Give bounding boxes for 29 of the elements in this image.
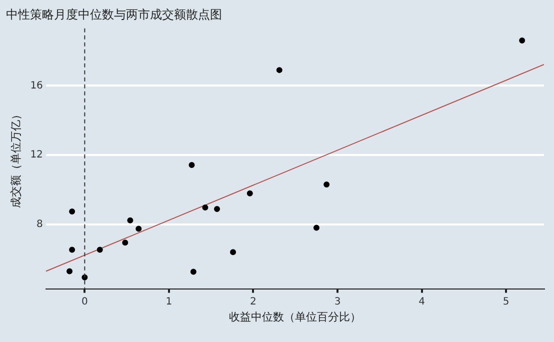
point <box>96 246 103 253</box>
point <box>188 162 195 168</box>
chart-title: 中性策略月度中位数与两市成交额散点图 <box>6 7 222 22</box>
x-axis-title: 收益中位数（单位百分比） <box>228 310 361 324</box>
x-tick-label: 0 <box>82 296 88 308</box>
point <box>202 204 208 211</box>
y-tick-label: 12 <box>30 150 43 161</box>
point <box>246 190 253 196</box>
x-tick-label: 2 <box>250 296 256 308</box>
point <box>324 181 330 188</box>
x-tick-label: 4 <box>418 296 425 308</box>
point <box>313 224 320 231</box>
y-axis-title: 成交额（单位万亿） <box>9 109 22 208</box>
x-tick-label: 3 <box>334 296 341 308</box>
point <box>230 249 236 256</box>
point <box>136 226 142 232</box>
point <box>69 208 76 215</box>
y-tick-label: 16 <box>30 80 43 92</box>
point <box>519 38 526 44</box>
point <box>276 67 282 74</box>
point <box>127 217 134 224</box>
point <box>69 246 76 253</box>
point <box>66 268 73 274</box>
y-tick-label: 8 <box>36 219 43 230</box>
point <box>214 206 220 212</box>
x-tick-label: 5 <box>502 296 510 308</box>
point <box>122 240 128 246</box>
point <box>190 268 196 275</box>
x-tick-label: 1 <box>166 296 172 308</box>
